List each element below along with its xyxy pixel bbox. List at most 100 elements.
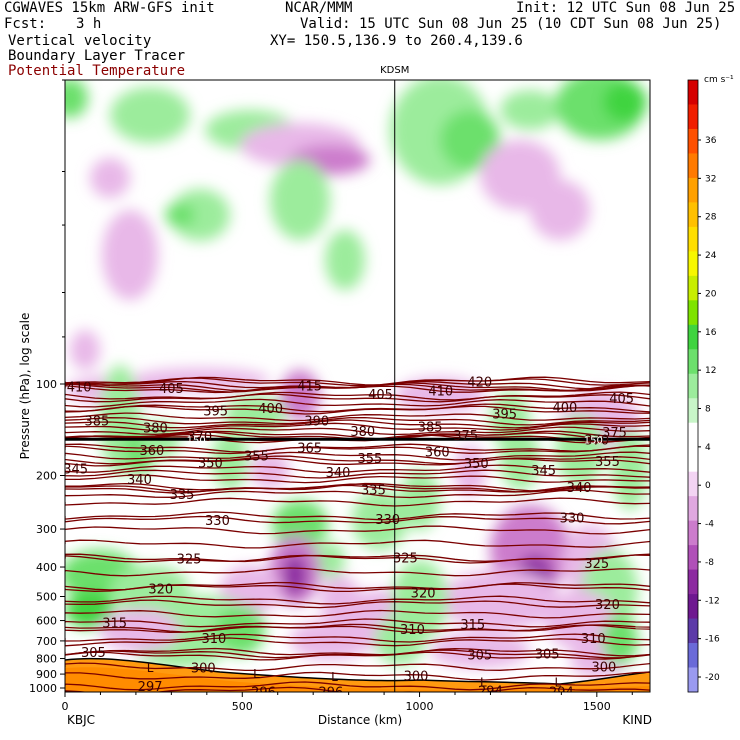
colorbar-tick-label: 12 [705, 366, 716, 376]
theta-contour-line [65, 377, 650, 387]
colorbar-swatch [688, 104, 698, 130]
theta-contour-line [65, 464, 650, 474]
theta-contour-line [65, 422, 650, 432]
colorbar-swatch [688, 80, 698, 105]
field-label-tracer: Boundary Layer Tracer [8, 48, 186, 64]
theta-contour-label: 320 [595, 598, 620, 613]
colorbar-tick-label: -16 [705, 635, 720, 645]
theta-contour-line [65, 595, 650, 605]
theta-contour-label: 415 [297, 379, 322, 394]
y-tick-label: 500 [36, 590, 57, 603]
theta-contour-label: 294 [478, 685, 503, 700]
theta-contours [65, 376, 650, 692]
colorbar-swatch [688, 177, 698, 203]
colorbar-tick-label: -20 [705, 673, 720, 683]
colorbar-swatch [688, 569, 698, 595]
left-endpoint-label: KBJC [67, 713, 95, 727]
y-tick-label: 1000 [29, 682, 57, 695]
colorbar-swatch [688, 447, 698, 473]
x-tick-label: 1500 [583, 700, 611, 713]
theta-contour-label: 355 [244, 450, 269, 465]
theta-contour-label: 305 [467, 648, 492, 663]
theta-contour-line [65, 393, 650, 403]
theta-contour-label: 370 [584, 433, 609, 448]
theta-contour-label: 300 [191, 661, 216, 676]
colorbar-swatch [688, 300, 698, 326]
y-tick-label: 900 [36, 668, 57, 681]
theta-contour-line [65, 445, 650, 455]
field-label-vertical-velocity: Vertical velocity [8, 33, 152, 49]
vv-shading-blob [440, 110, 500, 170]
theta-contour-line [65, 451, 650, 461]
theta-contour-label: 345 [531, 464, 556, 479]
theta-contour-label: 385 [84, 415, 109, 430]
theta-contour-label: 350 [464, 457, 489, 472]
theta-contour-label: 345 [63, 463, 88, 478]
theta-contour-label: 330 [560, 512, 585, 527]
theta-contour-label: 310 [400, 623, 425, 638]
colorbar-swatch [688, 667, 698, 693]
vv-shading-blob [283, 555, 307, 595]
station-marker-label: KDSM [380, 65, 409, 76]
theta-contour-label: 350 [198, 456, 223, 471]
colorbar-tick-label: -8 [705, 558, 714, 568]
vv-shading-blob [315, 542, 345, 578]
right-endpoint-label: KIND [622, 713, 652, 727]
vv-shading-blob [90, 158, 130, 198]
colorbar-swatch [688, 251, 698, 277]
theta-contour-label: 380 [143, 421, 168, 436]
theta-contour-line [65, 686, 650, 692]
theta-contour-label: 360 [139, 444, 164, 459]
theta-contour-label: 315 [102, 617, 127, 632]
chart-annotation: L [480, 676, 487, 690]
field-label-theta: Potential Temperature [8, 63, 186, 79]
y-tick-label: 300 [36, 523, 57, 536]
theta-contour-label: 325 [177, 553, 202, 568]
theta-contour-label: 395 [203, 404, 228, 419]
chart-annotation: L [331, 670, 338, 684]
theta-contour-label: 330 [375, 513, 400, 528]
axes: 0 500 1000 15001002003004005006007008009001… [29, 79, 633, 713]
theta-contour-line [65, 497, 650, 507]
theta-contour-line [65, 637, 650, 647]
theta-contour-line [65, 583, 650, 593]
theta-contour-label: 310 [201, 632, 226, 647]
colorbar-swatch [688, 398, 698, 424]
org-label: NCAR/MMM [285, 0, 353, 16]
vv-shading-blob [65, 80, 88, 118]
theta-contour-line [65, 649, 650, 659]
colorbar-swatch [688, 496, 698, 522]
fcst-label: Fcst: [4, 16, 47, 32]
x-tick-label: 0 [62, 700, 69, 713]
theta-contour-line [65, 662, 650, 672]
plot-frame [64, 79, 651, 693]
vv-shading-blob [290, 620, 370, 660]
colorbar: 36 32 28 24 20 16 12 8 4 0 -4 -8 -12 -16 -20 [687, 79, 720, 693]
vv-shading-blob [395, 377, 485, 413]
theta-contour-label: 320 [411, 586, 436, 601]
vv-shading-blob [500, 430, 540, 490]
colorbar-swatch [688, 545, 698, 570]
theta-contour-label: 340 [127, 473, 152, 488]
colorbar-swatch [688, 643, 698, 668]
theta-contour-label: 400 [258, 402, 283, 417]
theta-contour-label: 335 [170, 488, 195, 503]
theta-contour-line [65, 681, 650, 691]
colorbar-tick-label: 4 [705, 443, 711, 453]
colorbar-tick-label: 32 [705, 174, 716, 184]
y-axis-label: Pressure (hPa), log scale [18, 313, 32, 460]
theta-contour-line [65, 567, 650, 577]
theta-contour-labels: 410 405 405 405 415 410 420 395 395 400 400 385 385 3… [63, 375, 634, 700]
theta-contour-line [65, 511, 650, 521]
theta-contour-label: 375 [602, 426, 627, 441]
theta-contour-line [65, 419, 650, 429]
theta-contour-label: 355 [357, 452, 382, 467]
chart-annotation: L [253, 667, 260, 681]
theta-contour-label: 300 [404, 670, 429, 685]
colorbar-tick-label: 36 [705, 136, 717, 146]
fcst-value: 3 h [76, 16, 102, 32]
theta-contour-label: 405 [368, 388, 393, 403]
valid-time: Valid: 15 UTC Sun 08 Jun 25 (10 CDT Sun … [300, 16, 722, 32]
colorbar-swatch [688, 520, 698, 546]
x-axis-label: Distance (km) [318, 713, 402, 727]
